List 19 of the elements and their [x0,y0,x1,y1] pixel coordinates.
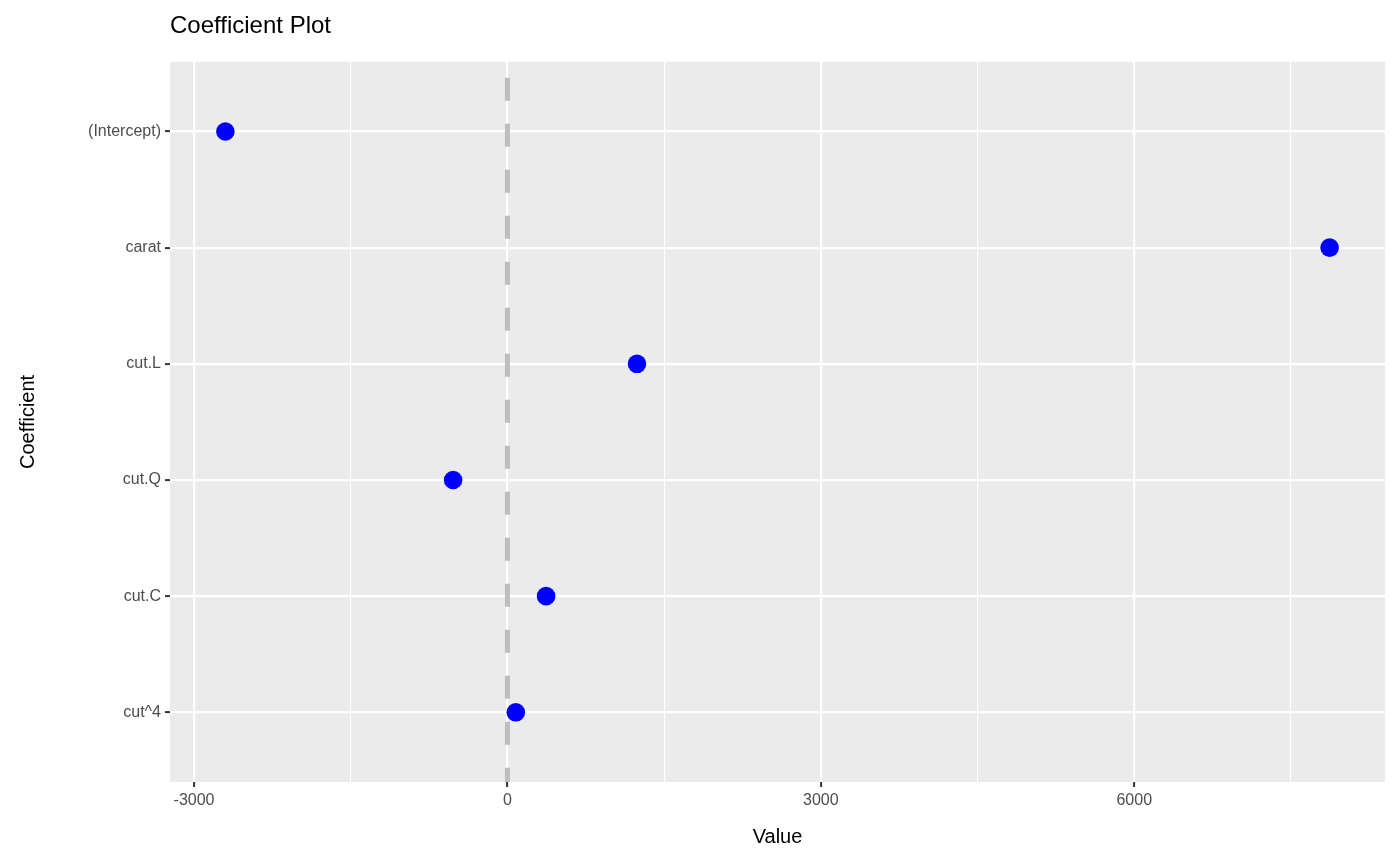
point [506,703,526,722]
y-tick-label: cut^4 [123,702,162,720]
y-tick-label: cut.C [123,586,161,604]
point [627,354,647,374]
point [216,122,235,141]
point [1320,238,1339,257]
x-tick-label: -3000 [173,791,215,809]
x-tick-label: 6000 [1116,791,1153,809]
chart-title: Coefficient Plot [170,11,332,39]
point [536,586,556,606]
y-tick-label: cut.L [126,354,162,372]
y-tick-label: (Intercept) [88,121,161,139]
x-tick-label: 3000 [803,791,839,809]
y-axis-title: Coefficient [15,374,38,469]
x-tick-label: 0 [502,791,512,809]
point [443,470,463,490]
x-axis-title: Value [752,824,803,847]
y-tick-label: cut.Q [122,470,161,488]
y-tick-label: carat [125,238,162,256]
